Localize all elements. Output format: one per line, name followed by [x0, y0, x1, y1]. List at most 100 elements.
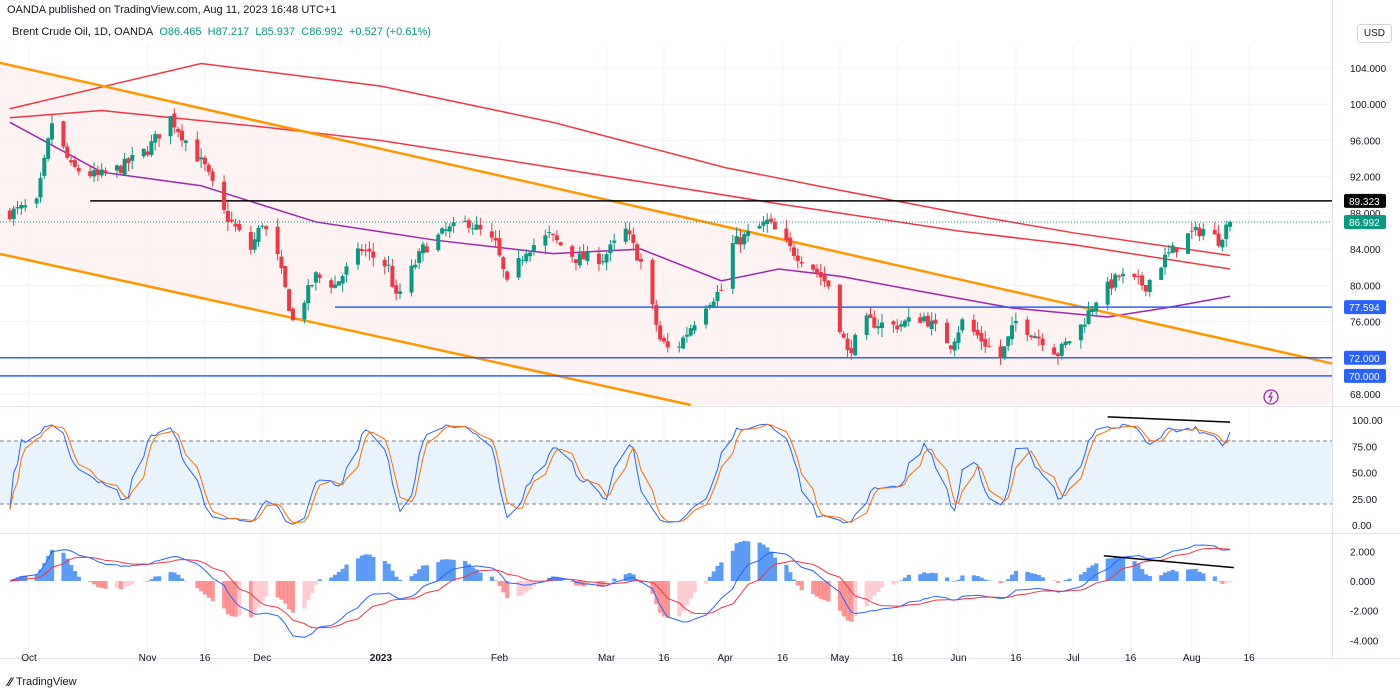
candle-body [489, 231, 494, 238]
macd-histogram-bar [114, 581, 120, 589]
macd-histogram-bar [210, 581, 215, 602]
candle-body [363, 249, 368, 251]
candle-body [283, 266, 288, 288]
candle-body [95, 170, 100, 175]
candle-body [99, 169, 104, 176]
macd-histogram-bar [333, 574, 338, 581]
moving-average-line [9, 109, 1231, 270]
candle-body [554, 235, 559, 241]
macd-histogram-bar [772, 557, 778, 581]
macd-histogram-bar [359, 555, 364, 581]
close-value: C86.992 [301, 26, 343, 38]
candle-body [355, 248, 360, 265]
candle-body [447, 226, 452, 232]
open-value: O86.465 [159, 26, 202, 38]
candle-body [528, 252, 533, 257]
candle-body [891, 321, 896, 325]
candle-body [581, 251, 586, 260]
price-tag-label: 86.992 [1349, 218, 1380, 229]
candle-body [799, 261, 804, 264]
macd-histogram-bar [1025, 571, 1030, 581]
macd-histogram-bar [61, 552, 66, 581]
macd-histogram-bar [650, 581, 655, 594]
candle-body [69, 160, 74, 163]
macd-histogram-bar [795, 581, 801, 586]
macd-histogram-bar [256, 581, 261, 608]
macd-histogram-bar [692, 581, 697, 593]
candle-body [145, 151, 150, 155]
candle-body [792, 247, 796, 256]
time-tick-label: Nov [139, 653, 157, 664]
time-tick-label: Oct [21, 653, 37, 664]
macd-histogram-bar [118, 581, 123, 590]
macd-histogram-bar [1140, 569, 1145, 581]
candle-body [1212, 229, 1217, 235]
macd-histogram-bar [1136, 564, 1141, 581]
macd-histogram-bar [738, 541, 743, 581]
candle-body [765, 219, 770, 224]
candle-body [895, 325, 900, 330]
macd-histogram-bar [792, 579, 797, 581]
candle-body [497, 238, 502, 256]
candle-body [769, 218, 774, 223]
candle-body [1147, 280, 1152, 293]
price-tag [1344, 350, 1386, 365]
candle-body [906, 317, 911, 322]
macd-histogram-bar [302, 581, 307, 609]
candle-body [302, 302, 307, 320]
candle-body [730, 243, 735, 289]
candle-body [1082, 324, 1087, 327]
macd-histogram-bar [1010, 574, 1015, 581]
macd-histogram-bar [1228, 581, 1233, 583]
macd-histogram-bar [612, 578, 617, 581]
candle-body [317, 274, 322, 278]
candle-body [202, 157, 207, 165]
macd-histogram-bar [665, 581, 670, 618]
candle-body [665, 341, 670, 348]
candle-body [738, 237, 743, 245]
candle-body [1090, 308, 1095, 313]
macd-histogram-bar [734, 543, 739, 581]
candle-body [1163, 254, 1168, 268]
pane-separator [0, 533, 1400, 534]
macd-histogram-bar [1117, 557, 1122, 581]
macd-histogram-bar [141, 581, 146, 582]
brand-name: TradingView [16, 676, 77, 688]
candle-body [677, 346, 682, 348]
macd-histogram-bar [1147, 576, 1152, 581]
macd-histogram-bar [1212, 576, 1217, 581]
candle-body [260, 225, 265, 227]
candle-body [1185, 233, 1190, 254]
candle-body [604, 254, 609, 263]
candle-body [172, 113, 177, 128]
candle-body [256, 227, 261, 242]
macd-signal-line [9, 547, 1231, 629]
symbol-name: Brent Crude Oil, 1D, OANDA [12, 26, 154, 38]
price-tag [1344, 368, 1386, 383]
candle-body [899, 324, 904, 327]
candle-body [635, 244, 640, 261]
macd-histogram-bar [1113, 556, 1118, 581]
channel-upper-line [0, 61, 1333, 365]
macd-histogram-bar [1029, 573, 1034, 581]
candle-body [1025, 319, 1030, 335]
macd-tick-label: -2.000 [1350, 607, 1379, 618]
macd-histogram-bar [814, 581, 820, 597]
candle-body [1029, 335, 1034, 338]
candle-body [1174, 247, 1179, 253]
price-tag [1344, 193, 1386, 208]
time-tick-label: Aug [1183, 653, 1201, 664]
tradingview-logo: ⁄⁄ TradingView [8, 675, 77, 689]
stoch-tick-label: 50.00 [1352, 469, 1377, 480]
macd-histogram-bar [451, 559, 456, 581]
channel-lower-line [0, 252, 691, 407]
macd-histogram-bar [952, 581, 957, 582]
macd-histogram-bar [49, 549, 55, 581]
candle-body [1002, 346, 1007, 358]
macd-histogram-bar [1059, 581, 1064, 582]
candle-body [1113, 274, 1118, 288]
currency-button[interactable]: USD [1356, 24, 1392, 43]
candle-body [902, 320, 907, 327]
macd-histogram-bar [1166, 571, 1172, 581]
